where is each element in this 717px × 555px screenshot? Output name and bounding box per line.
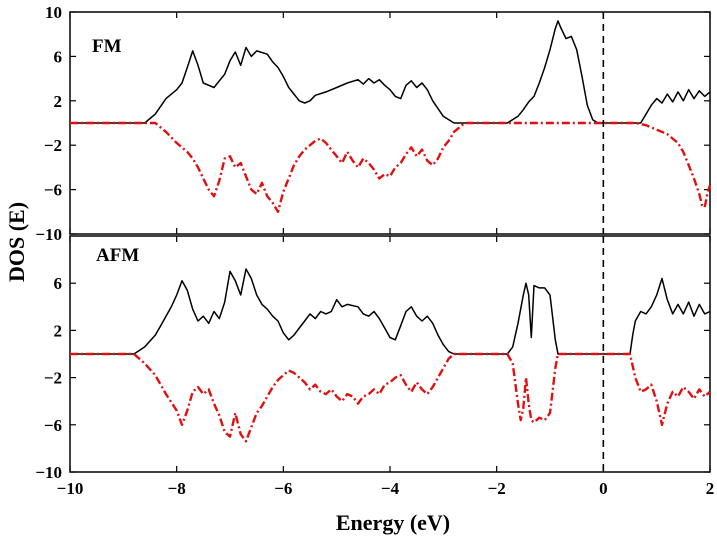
afm-xtick-label: 0	[599, 479, 608, 498]
afm-panel-label: AFM	[96, 245, 139, 266]
fm-ytick-label: −2	[44, 136, 62, 155]
fm-panel-label: FM	[92, 36, 122, 57]
afm-ytick-label: 6	[54, 274, 63, 293]
x-axis-label: Energy (eV)	[336, 510, 450, 535]
afm-ytick-label: −6	[44, 416, 62, 435]
afm-xtick-label: −2	[488, 479, 506, 498]
fm-spin-down-dos-line	[70, 121, 712, 213]
fm-ytick-label: 10	[45, 3, 62, 22]
afm-xtick-label: −8	[168, 479, 186, 498]
fm-ytick-label: 6	[54, 47, 63, 66]
fm-ytick-label: 2	[54, 92, 63, 111]
afm-ytick-label: −10	[35, 463, 62, 482]
afm-xtick-label: 2	[706, 479, 715, 498]
afm-xtick-label: −4	[381, 479, 400, 498]
afm-spin-up-dos-line	[70, 268, 711, 355]
afm-ytick-label: −2	[44, 369, 62, 388]
fm-spin-up-dos-line	[70, 20, 711, 124]
fm-ytick-label: −6	[44, 181, 62, 200]
fm-ytick-label: −10	[35, 225, 62, 244]
afm-spin-down-dos-line	[70, 352, 711, 443]
afm-xtick-label: −10	[57, 479, 84, 498]
afm-xtick-label: −6	[274, 479, 292, 498]
y-axis-label: DOS (E)	[4, 202, 29, 282]
afm-ytick-label: 2	[54, 321, 63, 340]
